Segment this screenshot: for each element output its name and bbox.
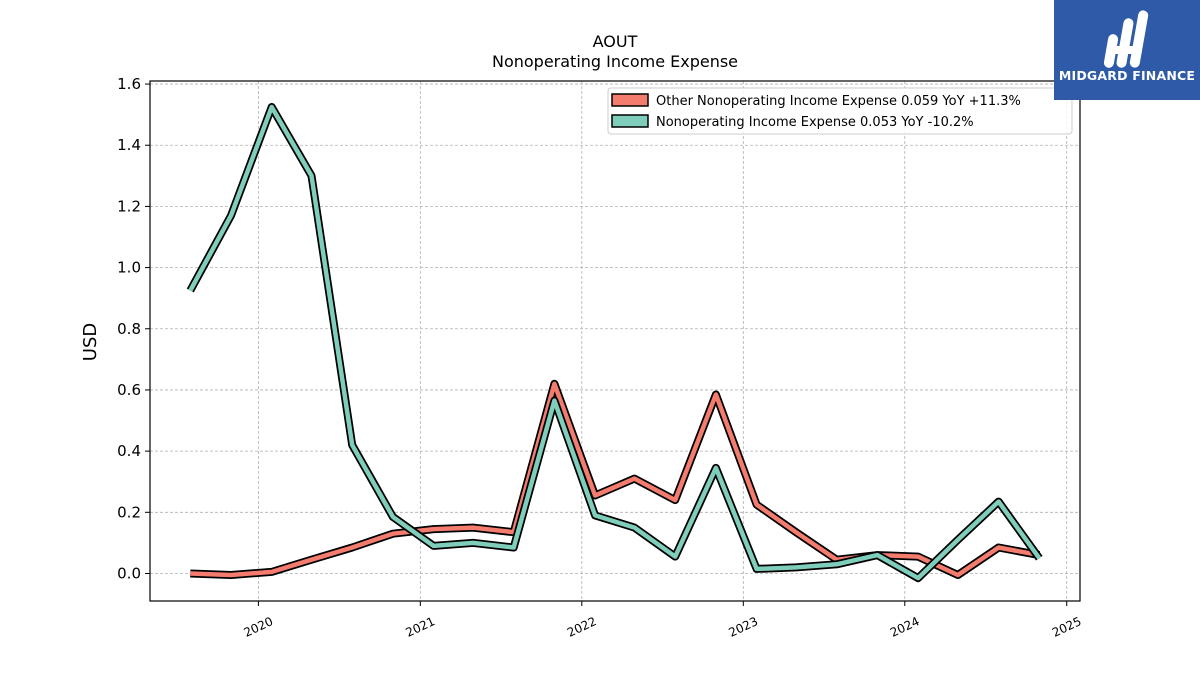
series-outline-1 (186, 103, 1043, 583)
y-tick-label: 1.2 (117, 197, 141, 215)
x-tick-label: 2021 (404, 614, 438, 640)
y-tick-label: 0.6 (117, 381, 141, 399)
series-line-1 (188, 104, 1042, 581)
y-tick-label: 1.4 (117, 136, 141, 154)
y-tick-label: 0.0 (117, 564, 141, 582)
y-tick-label: 0.2 (117, 503, 141, 521)
x-tick-label: 2023 (727, 614, 761, 640)
x-tick-label: 2022 (565, 614, 599, 640)
series-line-0 (190, 381, 1040, 578)
y-tick-label: 0.4 (117, 442, 141, 460)
legend-swatch-other-nonoperating (611, 93, 649, 107)
legend-swatch-nonoperating (611, 114, 649, 128)
series-lines (186, 103, 1043, 583)
legend: Other Nonoperating Income Expense 0.059 … (607, 87, 1073, 135)
x-tick-label: 2025 (1050, 614, 1084, 640)
legend-label-nonoperating: Nonoperating Income Expense 0.053 YoY -1… (656, 115, 974, 130)
x-axis-ticks: 2020 2021 2022 2023 2024 2025 (242, 601, 1084, 640)
chart-title: AOUT (593, 32, 638, 51)
grid-lines (150, 81, 1080, 601)
legend-box (607, 87, 1073, 135)
series-outline-0 (190, 379, 1041, 579)
plot-frame (149, 80, 1081, 602)
chart-subtitle: Nonoperating Income Expense (492, 52, 738, 71)
y-tick-label: 1.6 (117, 75, 141, 93)
y-axis-ticks: 0.0 0.2 0.4 0.6 0.8 1.0 1.2 1.4 1.6 (117, 75, 150, 582)
midgard-finance-logo: MIDGARD FINANCE (1054, 0, 1200, 100)
x-tick-label: 2020 (242, 614, 276, 640)
y-axis-label: USD (80, 323, 101, 361)
logo-text: MIDGARD FINANCE (1058, 68, 1196, 83)
midgard-logo-mark-icon (1103, 10, 1149, 68)
legend-label-other-nonoperating: Other Nonoperating Income Expense 0.059 … (656, 94, 1021, 109)
y-tick-label: 1.0 (117, 259, 141, 277)
x-tick-label: 2024 (888, 614, 922, 640)
y-tick-label: 0.8 (117, 320, 141, 338)
